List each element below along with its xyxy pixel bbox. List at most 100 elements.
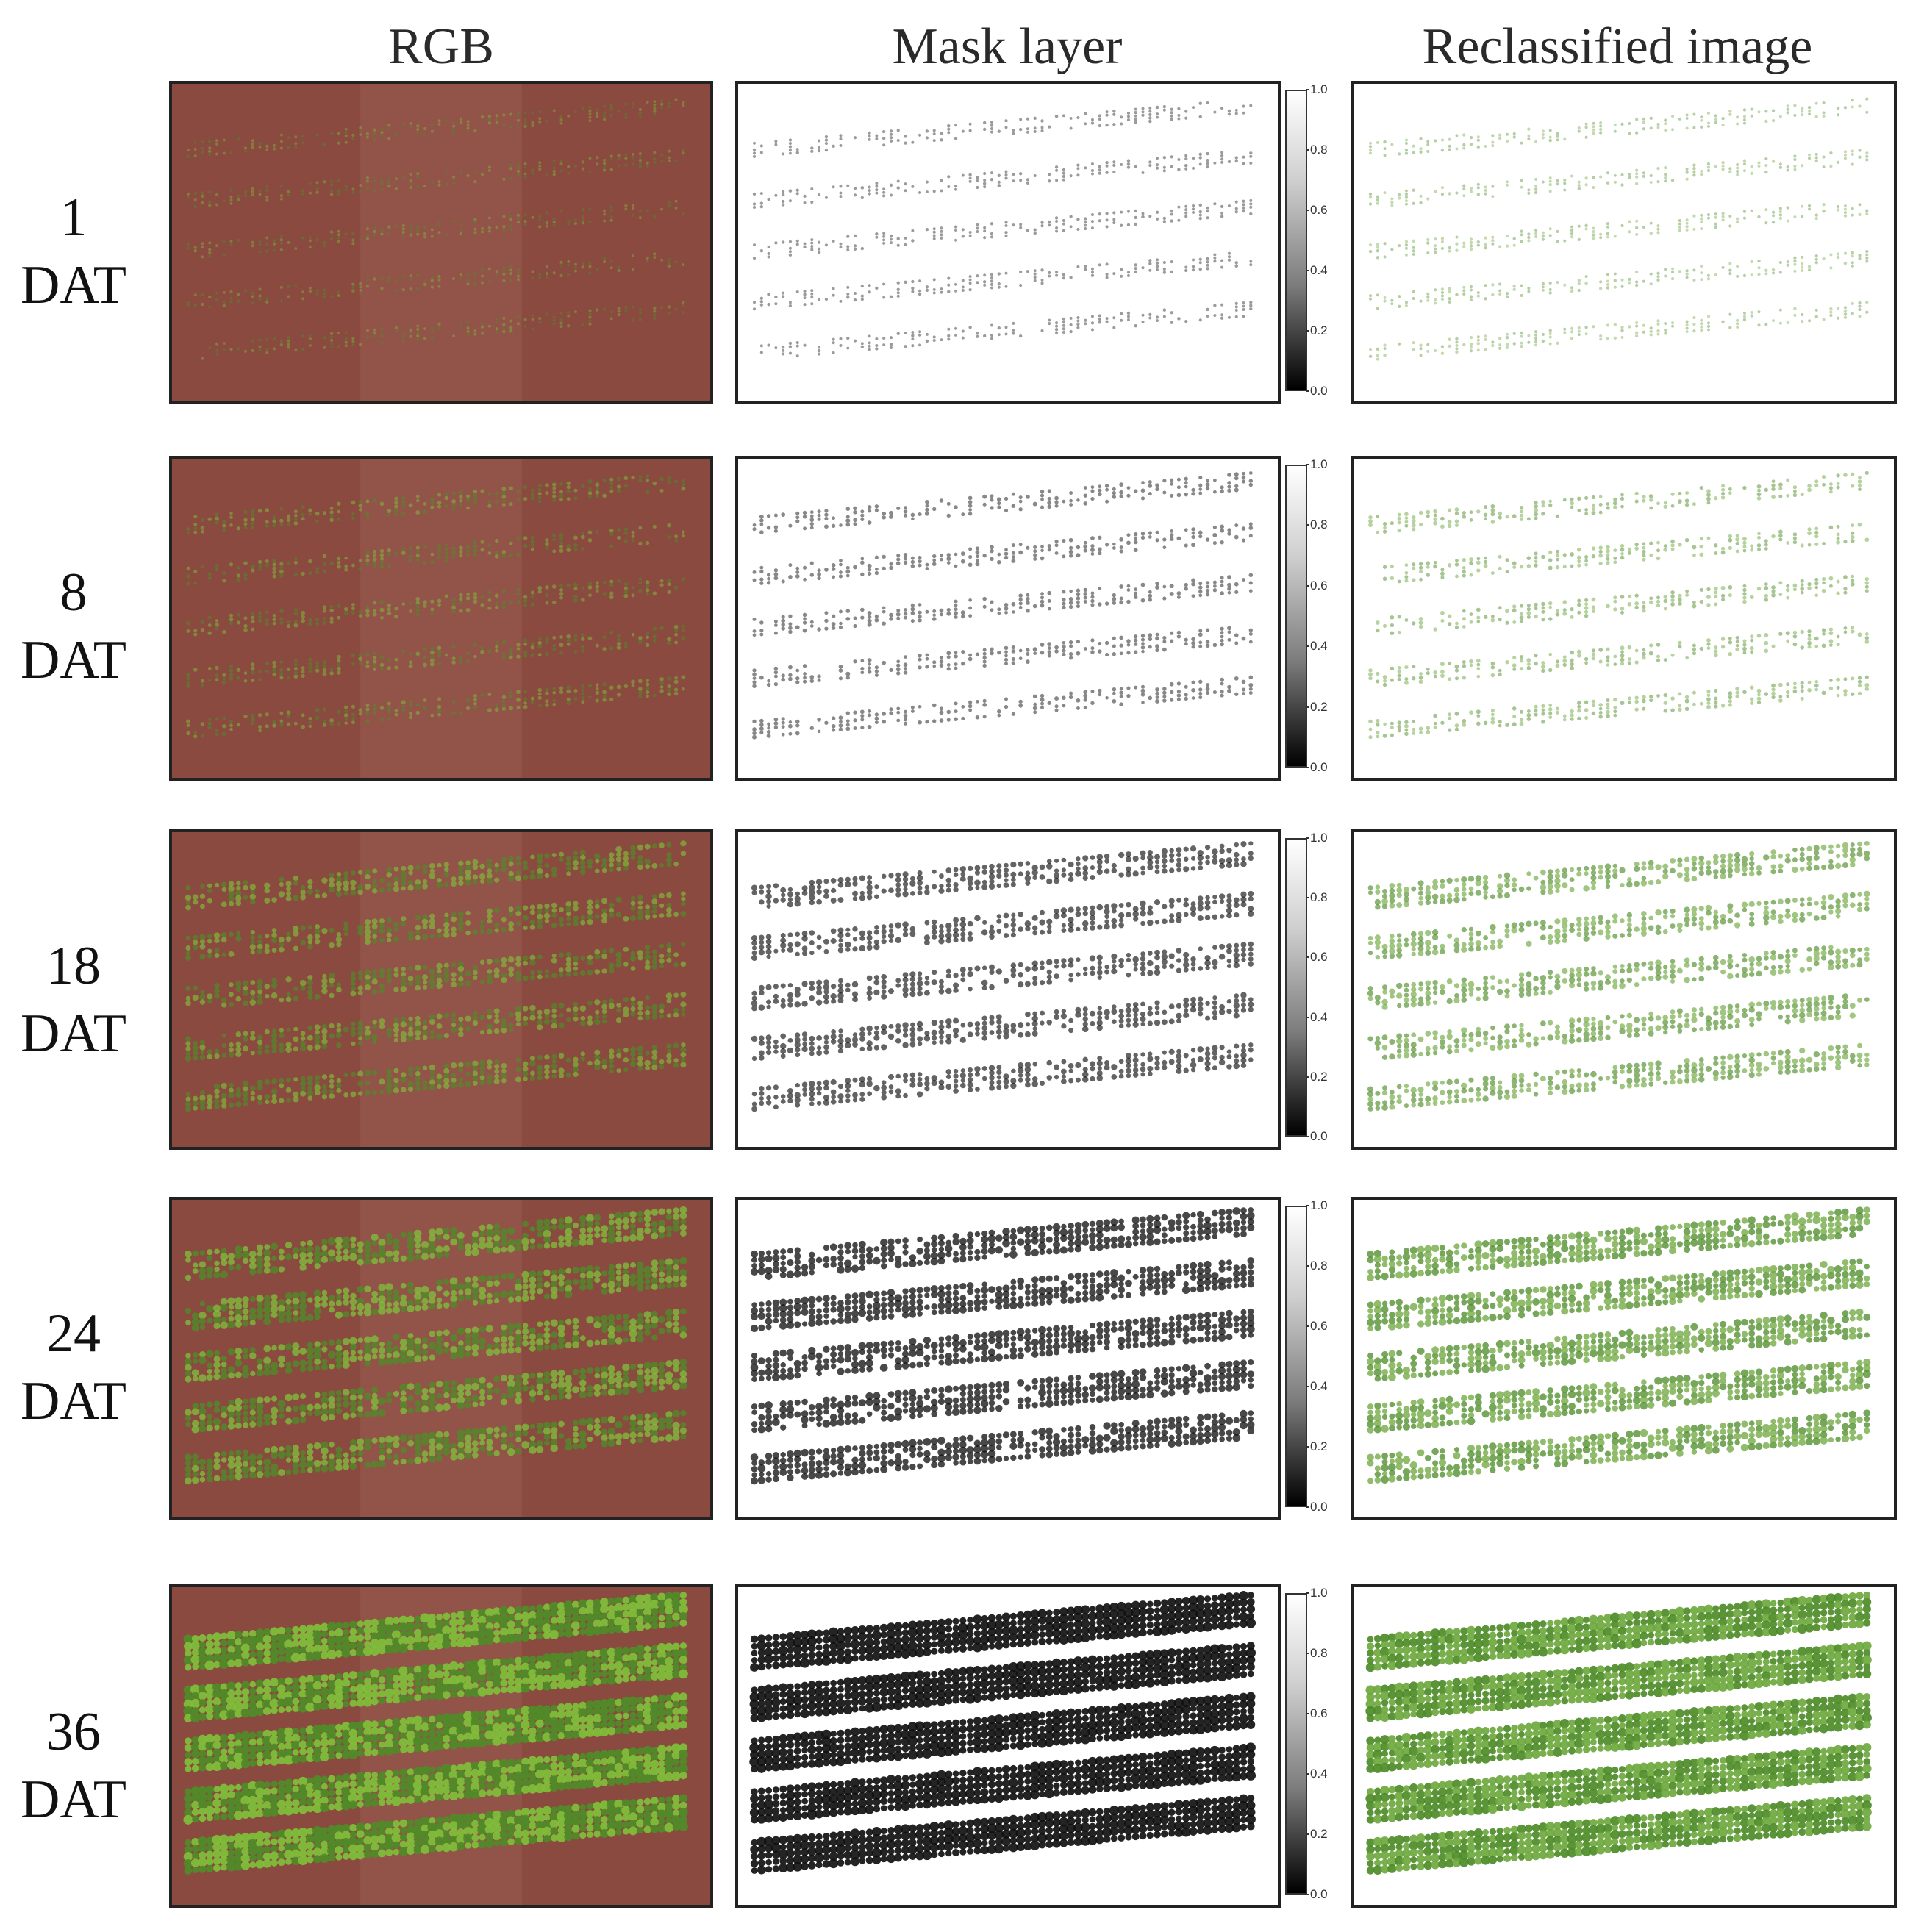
- plant-row-stripe: [750, 1591, 1256, 1672]
- plant-row-stripe: [186, 523, 685, 586]
- plant-row-stripe: [1367, 1409, 1871, 1484]
- plant-row-stripe: [750, 1794, 1256, 1875]
- day-number: 18: [46, 936, 101, 996]
- rgb-image: [172, 1200, 710, 1517]
- rgb-panel: [169, 1197, 713, 1520]
- colorbar-tick-label: 0.0: [1306, 760, 1328, 774]
- day-unit: DAT: [21, 630, 126, 690]
- plant-row-stripe: [1366, 1308, 1871, 1382]
- plant-row-stripe: [1368, 249, 1869, 310]
- mask-layer-column-header: Mask layer: [892, 18, 1123, 75]
- plant-row-stripe: [1368, 471, 1869, 534]
- plant-row-stripe: [186, 474, 686, 535]
- colorbar-tick-label: 0.4: [1306, 1767, 1328, 1781]
- plant-row-stripe: [752, 522, 1254, 586]
- mask-layer-panel: [735, 81, 1281, 404]
- colorbar-tick-label: 0.2: [1306, 323, 1328, 337]
- colorbar-tick-label: 0.8: [1306, 890, 1328, 905]
- reclassified-image: [1365, 1591, 1872, 1875]
- mask-layer-panel: [735, 456, 1281, 781]
- colorbar-tick-label: 1.0: [1306, 1198, 1328, 1212]
- plant-row-stripe: [749, 1742, 1256, 1824]
- colorbar-tick-label: 0.4: [1306, 639, 1328, 654]
- mask-image: [752, 471, 1254, 740]
- mask-layer-panel: [735, 1197, 1281, 1520]
- colorbar-tick-label: 0.0: [1306, 1500, 1328, 1514]
- plant-row-stripe: [201, 301, 685, 360]
- plant-row-stripe: [752, 573, 1254, 637]
- plant-row-stripe: [183, 1794, 688, 1875]
- colorbar-tick-label: 0.6: [1306, 203, 1328, 217]
- mask-layer-panel: [735, 1584, 1281, 1908]
- plant-row-stripe: [752, 626, 1253, 689]
- colorbar: [1285, 465, 1307, 768]
- colorbar-tick-label: 1.0: [1306, 1586, 1328, 1600]
- plant-row-stripe: [185, 1359, 687, 1434]
- reclassified-panel: [1351, 456, 1897, 781]
- reclassified-panel: [1351, 1197, 1897, 1520]
- reclassified-panel: [1351, 829, 1897, 1150]
- colorbar-tick-label: 0.2: [1306, 1439, 1328, 1453]
- plant-row-stripe: [186, 148, 685, 209]
- plant-row-stripe: [185, 991, 687, 1062]
- day-number: 1: [60, 187, 87, 248]
- colorbar: [1285, 1206, 1307, 1507]
- plant-row-stripe: [185, 1042, 687, 1112]
- plant-row-stripe: [1367, 890, 1870, 960]
- plant-row-stripe: [183, 1743, 688, 1825]
- colorbar-tick-label: 0.2: [1306, 1069, 1328, 1084]
- plant-row-stripe: [186, 199, 685, 259]
- plant-row-stripe: [186, 577, 686, 637]
- reclassified-image-column-header: Reclassified image: [1422, 18, 1813, 75]
- plant-row-stripe: [1367, 1206, 1870, 1281]
- plant-row-stripe: [185, 1409, 687, 1485]
- plant-row-stripe: [1382, 522, 1870, 584]
- plant-row-stripe: [186, 624, 686, 688]
- rgb-panel: [169, 456, 713, 781]
- rgb-image: [172, 832, 710, 1147]
- colorbar-tick-label: 0.0: [1306, 384, 1328, 398]
- plant-row-stripe: [749, 1692, 1256, 1773]
- plant-row-stripe: [185, 1206, 687, 1281]
- day-number: 8: [60, 562, 87, 623]
- plant-row-stripe: [751, 1359, 1255, 1434]
- plant-row-stripe: [750, 1308, 1255, 1383]
- colorbar-tick-label: 0.8: [1306, 518, 1328, 532]
- plant-row-stripe: [1375, 574, 1869, 636]
- rgb-column-header: RGB: [388, 18, 494, 75]
- colorbar-tick-label: 0.8: [1306, 1259, 1328, 1273]
- plant-row-stripe: [1368, 626, 1870, 687]
- mask-image: [751, 841, 1254, 1112]
- plant-row-stripe: [1365, 1641, 1872, 1722]
- rgb-image: [172, 1587, 710, 1905]
- plant-row-stripe: [1366, 1794, 1872, 1875]
- day-unit: DAT: [21, 1371, 126, 1431]
- mask-layer-panel: [735, 829, 1281, 1150]
- row-label: 36 DAT: [0, 1698, 147, 1833]
- colorbar-tick-label: 0.2: [1306, 699, 1328, 714]
- day-unit: DAT: [21, 255, 126, 315]
- plant-row-stripe: [183, 1642, 688, 1722]
- colorbar: [1285, 90, 1307, 391]
- colorbar-tick-label: 0.6: [1306, 578, 1328, 593]
- plant-row-stripe: [185, 891, 687, 961]
- plant-row-stripe: [1368, 675, 1870, 740]
- reclassified-panel: [1351, 81, 1897, 404]
- plant-row-stripe: [185, 840, 687, 911]
- plant-row-stripe: [1367, 945, 1870, 1010]
- colorbar-tick-label: 0.8: [1306, 143, 1328, 157]
- plant-row-stripe: [751, 890, 1254, 962]
- colorbar-tick-label: 0.6: [1306, 950, 1328, 965]
- rgb-image: [172, 84, 710, 401]
- plant-row-stripe: [753, 251, 1253, 311]
- plant-row-stripe: [751, 1042, 1254, 1112]
- plant-row-stripe: [1367, 1042, 1870, 1112]
- reclassified-image: [1366, 1206, 1871, 1484]
- plant-row-stripe: [750, 1257, 1255, 1333]
- reclassified-image: [1367, 840, 1870, 1112]
- plant-row-stripe: [183, 1591, 688, 1671]
- day-number: 24: [46, 1303, 101, 1364]
- rgb-panel: [169, 829, 713, 1150]
- plant-row-stripe: [1365, 1742, 1872, 1824]
- colorbar-tick-label: 1.0: [1306, 82, 1328, 96]
